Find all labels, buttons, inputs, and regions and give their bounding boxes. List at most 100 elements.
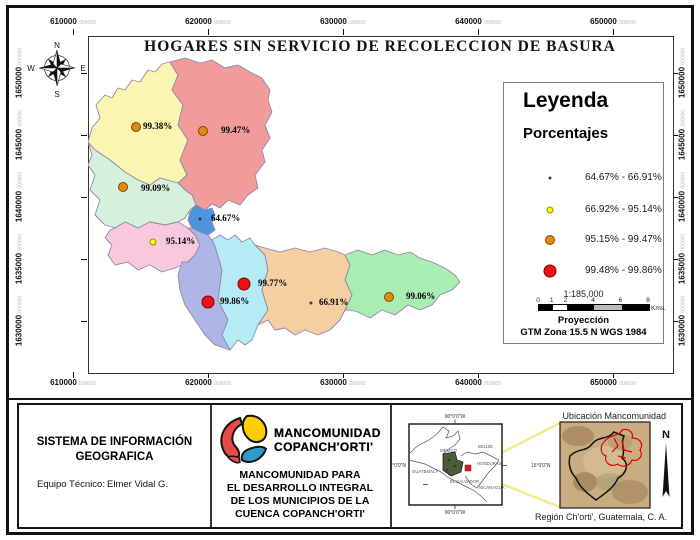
- scalebar-tick: 0: [536, 297, 540, 304]
- grid-label-bottom: 640000.000000: [455, 378, 501, 387]
- compass-e-label: E: [80, 64, 85, 73]
- central-america-inset: MEXICO BELIZE GUATEMALA HONDURAS EL SALV…: [408, 423, 505, 506]
- org-desc-line: MANCOMUNIDAD PARA: [239, 469, 361, 481]
- compass-s-label: S: [54, 90, 59, 99]
- grid-label-bottom: 610000.000000: [50, 378, 96, 387]
- legend-swatch: [546, 206, 554, 214]
- scalebar-tick: 8: [646, 297, 650, 304]
- grid-label-top: 620000.000000: [185, 17, 231, 26]
- inset-title: Ubicación Mancomunidad: [562, 411, 666, 421]
- scalebar-tick: 6: [618, 297, 623, 304]
- grid-label-right: 1645000.000000: [677, 109, 687, 161]
- region-polygon: [187, 204, 216, 236]
- grid-label-left: 1650000.000000: [14, 47, 24, 99]
- footer-divider: [210, 405, 212, 527]
- projection-value: GTM Zona 15.5 N WGS 1984: [520, 327, 647, 338]
- grid-label-right: 1635000.000000: [677, 233, 687, 285]
- region-percent-label: 99.86%: [220, 296, 250, 306]
- region-percent-label: 99.06%: [406, 291, 436, 301]
- logo-wordmark-line2: COPANCH'ORTI': [274, 440, 374, 454]
- legend-swatch: [545, 235, 555, 245]
- region-percent-label: 99.77%: [258, 278, 288, 288]
- region-percent-label: 99.09%: [141, 183, 171, 193]
- logo-wordmark-line1: MANCOMUNIDAD: [274, 426, 381, 440]
- grid-label-top: 630000.000000: [320, 17, 366, 26]
- compass-n-label: N: [54, 41, 60, 50]
- compass-rose-icon: N S W E: [27, 41, 85, 99]
- org-desc-line: CUENCA COPANCH'ORTI': [235, 508, 365, 520]
- inset-caption: Región Ch'orti', Guatemala, C. A.: [535, 512, 667, 522]
- team-value: Elmer Vidal G.: [107, 479, 169, 490]
- mancomunidad-logo-icon: [220, 414, 268, 464]
- region-percent-label: 95.14%: [166, 236, 196, 246]
- country-label: GUATEMALA: [412, 469, 438, 474]
- chorti-region-inset: [559, 421, 651, 509]
- legend-title: Leyenda: [523, 89, 609, 112]
- footer-divider: [390, 405, 392, 527]
- region-polygon: [344, 249, 461, 319]
- org-desc-line: EL DESARROLLO INTEGRAL: [226, 482, 374, 494]
- country-label: NICARAGUA: [479, 485, 505, 490]
- legend-subtitle: Porcentajes: [523, 125, 609, 142]
- coord-label-top: 90°0'0"W: [445, 414, 466, 420]
- region-polygon: [169, 57, 273, 211]
- region-percent-label: 66.91%: [319, 297, 349, 307]
- location-inset-panel: Ubicación Mancomunidad MEXICO BELIZE GUA…: [390, 411, 670, 522]
- grid-label-right: 1640000.000000: [677, 171, 687, 223]
- scalebar-tick: 4: [591, 297, 595, 304]
- country-label: BELIZE: [478, 444, 493, 449]
- graduated-dot: [149, 238, 157, 246]
- grid-label-top: 640000.000000: [455, 17, 501, 26]
- scalebar-tick: 2: [563, 297, 568, 304]
- legend-swatch: [548, 176, 552, 180]
- legend-class-label: 99.48% - 99.86%: [585, 265, 662, 276]
- legend-swatch: [543, 264, 557, 278]
- region-percent-label: 99.47%: [221, 125, 251, 135]
- compass-w-label: W: [27, 64, 35, 73]
- legend-class-label: 66.92% - 95.14%: [585, 204, 662, 215]
- projection-label: Proyección: [557, 315, 610, 326]
- graduated-dot: [198, 126, 208, 136]
- graduated-dot: [309, 301, 313, 305]
- sig-title-line2: GEOGRAFICA: [75, 451, 154, 463]
- grid-label-right: 1650000.000000: [677, 47, 687, 99]
- region-percent-label: 64.67%: [211, 213, 241, 223]
- grid-label-bottom: 650000.000000: [590, 378, 636, 387]
- map-frame: 610000.000000 620000.000000 630000.00000…: [9, 9, 691, 400]
- grid-label-right: 1630000.000000: [677, 295, 687, 347]
- north-arrow-label: N: [662, 429, 670, 441]
- graduated-dot: [131, 122, 141, 132]
- country-label: EL SALVADOR: [450, 479, 479, 484]
- legend-class-label: 95.15% - 99.47%: [585, 234, 662, 245]
- country-label: HONDURAS: [477, 461, 502, 466]
- region-polygon: [254, 244, 353, 336]
- sig-title-line1: SISTEMA DE INFORMACIÓN: [36, 436, 193, 448]
- country-label: MEXICO: [440, 448, 458, 453]
- mancomunidad-marker: [464, 464, 472, 472]
- legend-panel: Leyenda Porcentajes 64.67% - 66.91% 66.9…: [503, 82, 666, 344]
- graduated-dot: [118, 182, 128, 192]
- grid-label-left: 1645000.000000: [14, 109, 24, 161]
- grid-label-left: 1630000.000000: [14, 295, 24, 347]
- graduated-dot: [384, 292, 394, 302]
- scale-unit: Kms.: [651, 305, 666, 312]
- grid-label-top: 610000.000000: [50, 17, 96, 26]
- region-percent-label: 99.38%: [143, 121, 173, 131]
- org-desc-line: DE LOS MUNICIPIOS DE LA: [230, 495, 370, 507]
- scalebar-tick: 1: [549, 297, 554, 304]
- graduated-dot: [237, 277, 251, 291]
- team-label: Equipo Técnico:: [37, 479, 105, 490]
- graduated-dot: [198, 217, 202, 221]
- page-border: [6, 5, 694, 535]
- municipality-outlines: [600, 428, 643, 467]
- footer: SISTEMA DE INFORMACIÓN GEOGRAFICA Equipo…: [17, 403, 683, 529]
- grid-label-left: 1640000.000000: [14, 171, 24, 223]
- scale-bar: [538, 304, 650, 311]
- municipalities-map: [88, 57, 461, 351]
- map-title: HOGARES SIN SERVICIO DE RECOLECCION DE B…: [144, 38, 616, 55]
- graduated-dot: [201, 295, 215, 309]
- grid-label-top: 650000.000000: [590, 17, 636, 26]
- coord-label-right: 15°0'0"N: [531, 463, 551, 469]
- north-arrow-icon: [662, 443, 670, 497]
